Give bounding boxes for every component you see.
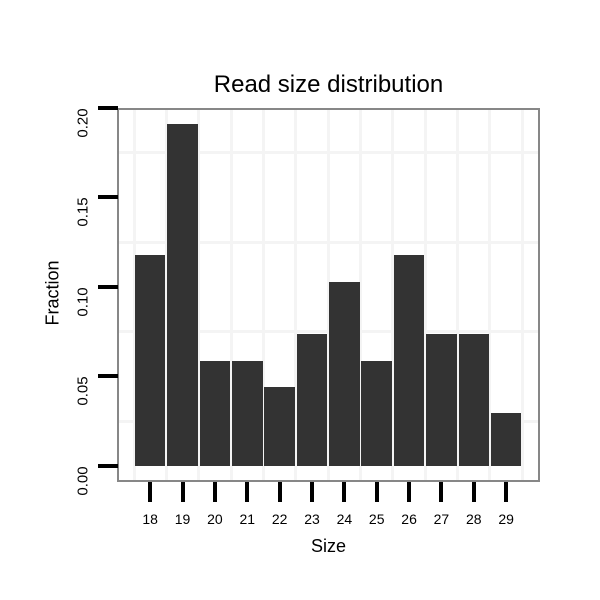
bar-size-26 <box>393 255 425 466</box>
x-tick-label: 18 <box>142 511 158 527</box>
x-tick-label: 28 <box>466 511 482 527</box>
x-tick-label: 22 <box>271 511 288 527</box>
y-tick-label: 0.20 <box>74 108 92 138</box>
bar-size-22 <box>264 387 295 466</box>
x-tick <box>407 482 412 502</box>
y-tick-label: 0.05 <box>74 376 92 407</box>
x-tick-label: 24 <box>336 511 353 527</box>
x-tick-label: 25 <box>368 511 385 527</box>
minor-gridline-horizontal <box>119 330 538 334</box>
x-tick <box>212 482 217 502</box>
minor-gridline-horizontal <box>119 419 538 423</box>
x-axis-title: Size <box>310 536 346 556</box>
minor-gridline-vertical <box>229 110 233 480</box>
x-tick <box>148 482 153 502</box>
y-tick <box>98 105 118 110</box>
y-tick <box>98 374 118 379</box>
minor-gridline-horizontal <box>119 240 538 244</box>
minor-gridline-vertical <box>261 110 265 480</box>
bar-size-18 <box>134 255 166 466</box>
bar-size-27 <box>426 334 457 466</box>
x-tick <box>471 482 476 502</box>
minor-gridline-vertical <box>423 110 427 480</box>
y-tick-label: 0.15 <box>74 197 92 227</box>
x-tick <box>277 482 282 502</box>
minor-gridline-vertical <box>488 110 492 480</box>
minor-gridline-vertical <box>359 110 363 480</box>
bar-size-28 <box>458 334 490 466</box>
x-tick <box>245 482 250 502</box>
minor-gridline-vertical <box>456 110 460 480</box>
y-tick-label: 0.00 <box>74 466 92 496</box>
x-tick <box>504 482 509 502</box>
x-tick-label: 20 <box>207 511 223 527</box>
minor-gridline-vertical <box>132 110 136 480</box>
bar-size-25 <box>361 360 392 466</box>
x-tick <box>439 482 444 502</box>
y-tick-label: 0.10 <box>74 287 92 317</box>
x-tick-label: 19 <box>174 511 191 527</box>
minor-gridline-vertical <box>391 110 395 480</box>
bar-size-23 <box>296 334 328 466</box>
bar-size-21 <box>231 360 263 466</box>
x-tick <box>180 482 185 502</box>
bar-size-24 <box>329 281 360 466</box>
x-tick <box>374 482 379 502</box>
minor-gridline-vertical <box>520 110 524 480</box>
x-tick-label: 27 <box>433 511 450 527</box>
minor-gridline-vertical <box>164 110 168 480</box>
x-tick <box>310 482 314 502</box>
bar-size-20 <box>199 360 231 466</box>
minor-gridline-horizontal <box>119 151 538 155</box>
x-tick-label: 29 <box>498 511 514 527</box>
x-tick-label: 21 <box>239 511 256 527</box>
x-tick <box>342 482 347 502</box>
y-tick <box>98 464 118 468</box>
minor-gridline-vertical <box>197 110 201 480</box>
bar-size-29 <box>490 413 522 466</box>
y-tick <box>98 284 118 289</box>
y-axis-title: Fraction <box>42 260 63 326</box>
minor-gridline-vertical <box>294 110 298 480</box>
bar-size-19 <box>167 123 198 466</box>
plot-panel <box>117 108 540 482</box>
x-tick-label: 26 <box>401 511 417 527</box>
chart-title: Read size distribution <box>213 71 444 98</box>
x-tick-label: 23 <box>304 511 320 527</box>
y-tick <box>98 195 118 200</box>
minor-gridline-vertical <box>326 110 330 480</box>
